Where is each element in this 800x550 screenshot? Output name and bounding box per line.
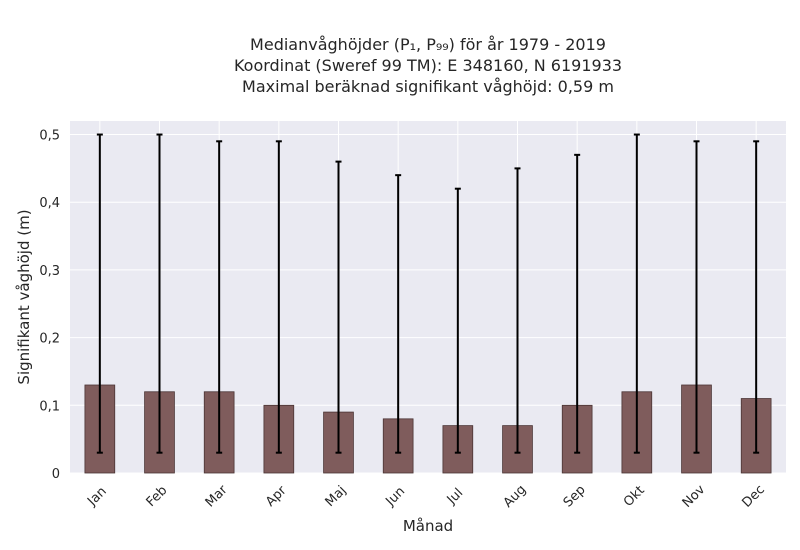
y-tick-label: 0 <box>52 467 60 482</box>
error-bar-feb <box>156 133 163 454</box>
x-tick-label-jan: Jan <box>84 484 109 509</box>
title-line-3: Maximal beräknad signifikant våghöjd: 0,… <box>242 77 614 96</box>
x-tick-label-jul: Jul <box>444 486 466 508</box>
error-bar-okt <box>633 133 640 454</box>
error-bar-jun <box>395 174 402 454</box>
error-bar-jan <box>96 133 103 454</box>
error-bar-mar <box>216 140 223 454</box>
y-tick-label: 0,4 <box>39 196 60 211</box>
x-tick-label-apr: Apr <box>263 483 290 510</box>
x-tick-label-feb: Feb <box>144 483 171 510</box>
title-line-1: Medianvåghöjder (P₁, P₉₉) för år 1979 - … <box>250 35 606 54</box>
title-line-2: Koordinat (Sweref 99 TM): E 348160, N 61… <box>233 56 623 75</box>
error-bar-jul <box>454 187 461 454</box>
y-tick-label: 0,3 <box>39 264 60 279</box>
y-axis-label: Signifikant våghöjd (m) <box>15 209 33 384</box>
x-tick-labels: Jan Feb Mar Apr Maj Jun Jul Aug Sep Okt Nov Dec <box>84 482 768 511</box>
error-bar-maj <box>335 160 342 454</box>
x-tick-label-mar: Mar <box>203 482 231 510</box>
x-tick-label-jun: Jun <box>382 484 408 510</box>
x-tick-label-dec: Dec <box>739 482 767 510</box>
y-tick-label: 0,2 <box>39 332 60 347</box>
x-tick-label-nov: Nov <box>680 482 709 511</box>
x-axis-label: Månad <box>403 517 453 535</box>
x-tick-label-okt: Okt <box>621 483 648 510</box>
y-tick-label: 0,5 <box>39 129 60 144</box>
error-bar-sep <box>574 153 581 454</box>
error-bars <box>96 133 760 454</box>
chart-title: Medianvåghöjder (P₁, P₉₉) för år 1979 - … <box>70 34 786 97</box>
error-bar-nov <box>693 140 700 454</box>
x-tick-label-sep: Sep <box>561 483 589 511</box>
x-tick-label-maj: Maj <box>323 483 350 510</box>
y-tick-labels: 0 0,1 0,2 0,3 0,4 0,5 <box>39 129 60 482</box>
error-bar-apr <box>275 140 282 454</box>
plot-background <box>70 121 786 473</box>
error-bar-aug <box>514 167 521 454</box>
error-bar-dec <box>753 140 760 454</box>
y-tick-label: 0,1 <box>39 399 60 414</box>
x-tick-label-aug: Aug <box>501 482 530 511</box>
